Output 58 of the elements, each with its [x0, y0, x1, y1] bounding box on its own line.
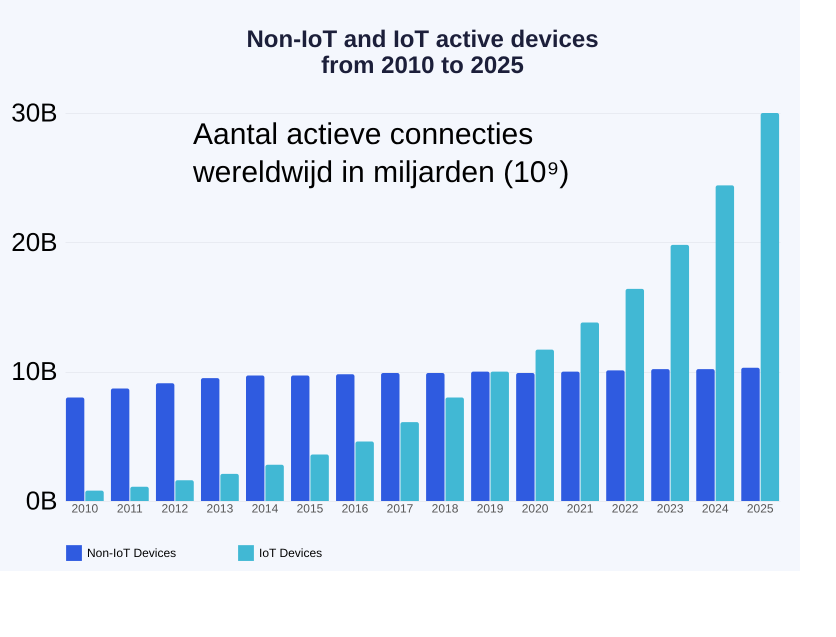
- x-tick-label: 2012: [162, 502, 189, 516]
- x-tick-label: 2021: [566, 502, 594, 516]
- bar: [651, 369, 670, 501]
- bar: [606, 370, 625, 501]
- x-tick-label: 2013: [206, 502, 234, 516]
- bar: [130, 486, 149, 501]
- bar: [291, 376, 310, 501]
- bar: [426, 372, 445, 501]
- bar: [66, 398, 84, 501]
- y-tick-label: 30B: [11, 98, 58, 128]
- legend-label: Non-IoT Devices: [87, 546, 176, 560]
- bar: [580, 322, 599, 501]
- y-tick-label: 20B: [11, 226, 58, 257]
- bar: [626, 288, 644, 501]
- bar: [445, 398, 464, 501]
- bar: [355, 442, 374, 501]
- bar: [85, 490, 104, 501]
- x-tick-label: 2020: [522, 502, 549, 516]
- x-tick-label: 2022: [612, 502, 639, 516]
- text: from 2010 to 2025: [321, 52, 524, 79]
- x-tick-label: 2019: [476, 502, 504, 516]
- bar: [336, 374, 354, 501]
- x-tick-label: 2010: [71, 502, 98, 516]
- bar: [220, 474, 239, 501]
- bar: [310, 454, 329, 501]
- text: Non-IoT and IoT active devices: [246, 26, 599, 53]
- bar: [516, 372, 535, 501]
- bar: [175, 480, 194, 501]
- bar: [471, 372, 490, 501]
- bar: [110, 388, 130, 501]
- bar: [741, 368, 760, 501]
- x-tick-label: 2015: [296, 502, 324, 516]
- annotation: Aantal actieve connecties: [193, 118, 534, 151]
- bar: [156, 383, 174, 501]
- x-tick-label: 2011: [116, 502, 144, 516]
- bar: [670, 244, 690, 501]
- bar: [536, 350, 554, 501]
- x-tick-label: 2014: [252, 502, 279, 516]
- bar: [381, 372, 400, 501]
- bar: [246, 376, 264, 501]
- bar: [400, 422, 419, 501]
- bar: [696, 369, 715, 501]
- y-tick-label: 10B: [11, 356, 58, 386]
- bar: [490, 372, 509, 501]
- annotation: wereldwijd in miljarden (10⁹): [192, 156, 570, 189]
- bar: [561, 372, 580, 501]
- x-tick-label: 2023: [656, 502, 684, 516]
- bar: [760, 113, 780, 501]
- x-tick-label: 2025: [746, 502, 774, 516]
- y-tick-label: 0B: [26, 486, 58, 516]
- x-tick-label: 2024: [702, 502, 729, 516]
- bar: [716, 185, 734, 501]
- bar: [200, 378, 220, 501]
- x-tick-label: 2016: [342, 502, 369, 516]
- bar: [265, 464, 284, 501]
- legend-label: IoT Devices: [259, 546, 322, 560]
- x-tick-label: 2018: [432, 502, 459, 516]
- x-tick-label: 2017: [386, 502, 414, 516]
